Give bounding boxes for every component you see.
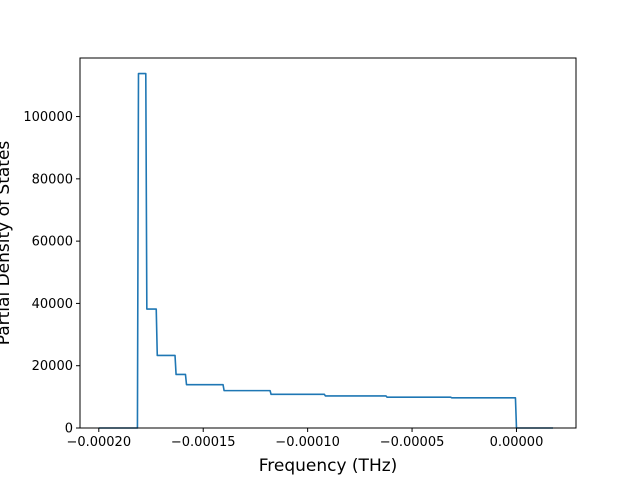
x-tick-label: −0.00010 <box>275 435 340 450</box>
x-tick-label: −0.00005 <box>380 435 445 450</box>
x-tick-label: −0.00020 <box>66 435 131 450</box>
y-axis-label: Partial Density of States <box>0 141 14 346</box>
y-tick-label: 0 <box>65 422 73 437</box>
series-line-0 <box>98 72 554 429</box>
x-tick-label: −0.00015 <box>171 435 236 450</box>
y-tick-label: 60000 <box>32 235 73 250</box>
y-tick-label: 20000 <box>32 359 73 374</box>
axes-frame <box>79 57 577 429</box>
x-tick-label: 0.00000 <box>490 435 544 450</box>
x-axis-ticks: −0.00020 −0.00015 −0.00010 −0.00005 0.00000 <box>66 428 543 450</box>
y-tick-label: 80000 <box>32 172 73 187</box>
plot-area <box>98 72 554 429</box>
y-axis-ticks: 0 20000 40000 60000 80000 100000 <box>23 110 80 437</box>
y-tick-label: 100000 <box>23 110 73 125</box>
x-axis-label: Frequency (THz) <box>259 456 398 476</box>
y-tick-label: 40000 <box>32 297 73 312</box>
